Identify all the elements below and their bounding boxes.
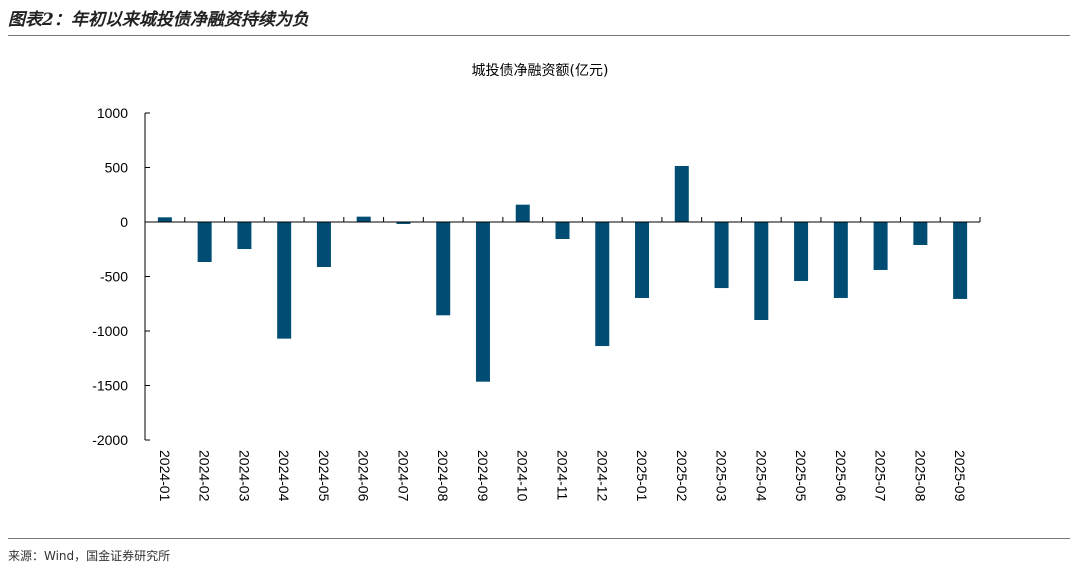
x-tick-label: 2025-05 <box>793 450 809 502</box>
y-tick-label: -2000 <box>92 432 128 448</box>
y-tick-label: -500 <box>100 269 128 285</box>
bar-chart: 城投债净融资额(亿元) 1000 500 0 -500 -1000 -1500 -2000 20… <box>92 63 981 502</box>
bar-2024-02 <box>197 222 212 263</box>
chart-title: 城投债净融资额(亿元) <box>472 63 609 79</box>
bar-2024-01 <box>157 217 172 222</box>
bar-2024-06 <box>356 216 371 222</box>
x-tick-label: 2024-12 <box>594 450 610 502</box>
x-tick-label: 2024-06 <box>356 450 372 502</box>
x-tick-label: 2025-04 <box>753 450 769 502</box>
source-note: 来源：Wind，国金证券研究所 <box>8 549 171 563</box>
bar-2025-03 <box>714 222 729 289</box>
y-tick-label: -1500 <box>92 378 128 394</box>
y-tick-label: -1000 <box>92 323 128 339</box>
x-tick-label: 2024-09 <box>475 450 491 502</box>
x-tick-label: 2024-01 <box>157 450 173 502</box>
bar-2024-09 <box>475 222 490 382</box>
bar-2024-07 <box>396 222 411 224</box>
bar-2025-05 <box>794 222 809 281</box>
bar-2025-08 <box>913 222 928 245</box>
x-tick-label: 2025-02 <box>674 450 690 502</box>
y-tick-label: 0 <box>120 214 128 230</box>
x-tick-label: 2024-05 <box>316 450 332 502</box>
bar-2024-04 <box>277 222 292 339</box>
bar-2025-04 <box>754 222 769 320</box>
x-tick-label: 2025-09 <box>952 450 968 502</box>
x-tick-label: 2024-07 <box>395 450 411 502</box>
bottom-divider <box>8 538 1070 539</box>
y-tick-label: 1000 <box>97 105 128 121</box>
bar-2025-07 <box>873 222 888 270</box>
x-tick-label: 2024-02 <box>197 450 213 502</box>
x-tick-label: 2024-03 <box>236 450 252 502</box>
bar-2024-12 <box>595 222 610 347</box>
bar-2025-01 <box>635 222 650 298</box>
bar-2024-11 <box>555 222 570 240</box>
top-divider <box>8 35 1070 36</box>
x-tick-label: 2025-01 <box>634 450 650 502</box>
x-tick-label: 2024-11 <box>555 450 571 501</box>
bar-2024-03 <box>237 222 252 250</box>
x-tick-label: 2025-07 <box>873 450 889 502</box>
x-tick-label: 2025-06 <box>833 450 849 502</box>
x-tick-label: 2024-04 <box>276 450 292 502</box>
bar-2024-05 <box>316 222 331 268</box>
bar-2025-02 <box>674 165 689 222</box>
x-tick-label: 2025-08 <box>912 450 928 502</box>
x-tick-label: 2024-10 <box>515 450 531 502</box>
x-tick-label: 2025-03 <box>714 450 730 502</box>
y-tick-label: 500 <box>105 160 129 176</box>
bar-2025-09 <box>953 222 968 299</box>
x-tick-label: 2024-08 <box>435 450 451 502</box>
bar-2025-06 <box>833 222 848 298</box>
bar-2024-08 <box>436 222 451 316</box>
bar-2024-10 <box>515 204 530 222</box>
figure-title: 图表2：年初以来城投债净融资持续为负 <box>8 10 309 30</box>
